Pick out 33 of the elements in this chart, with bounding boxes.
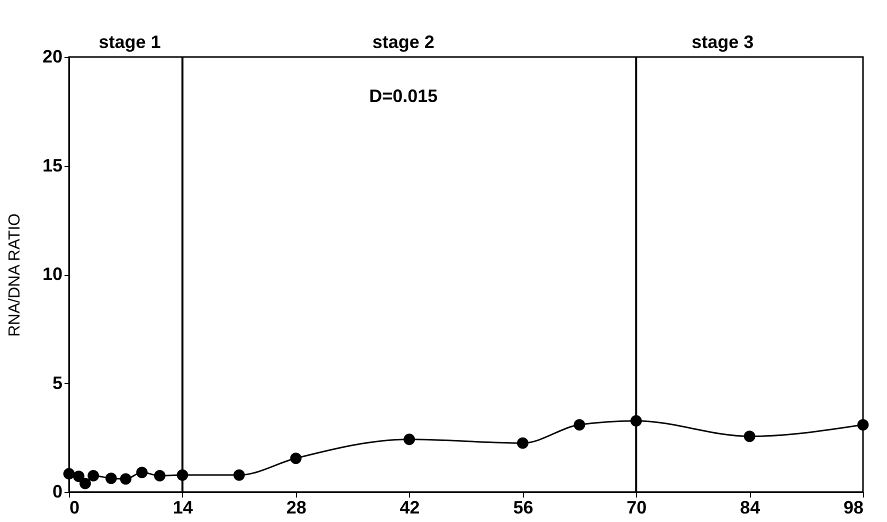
annotation: D=0.015 (369, 86, 438, 106)
x-tick-label: 42 (400, 498, 420, 518)
y-tick-label: 5 (52, 372, 62, 393)
x-tick-label: 28 (286, 498, 306, 518)
point (80, 478, 91, 490)
x-tick-label: 14 (172, 498, 193, 518)
point (73, 470, 84, 482)
point (233, 469, 245, 481)
text: stage 2 (372, 32, 434, 52)
text: stage 1 (98, 32, 161, 52)
point (120, 473, 132, 485)
x-tick-label: 0 (70, 498, 80, 518)
point (404, 434, 415, 446)
y-tick-label: 0 (52, 482, 62, 502)
y-tick-label: 15 (42, 155, 62, 176)
point (105, 472, 117, 484)
point (290, 452, 302, 464)
x-tick-label: 56 (513, 498, 534, 518)
point (88, 470, 100, 482)
x-tick-label: 70 (626, 498, 647, 518)
point (574, 419, 586, 430)
point (154, 470, 166, 482)
text: stage 3 (692, 32, 754, 52)
point (517, 437, 528, 449)
point (857, 419, 869, 430)
x-tick-label: 98 (843, 498, 864, 518)
point (136, 466, 148, 478)
y-tick-label: 10 (42, 264, 62, 284)
y-axis-title: RNA/DNA RATIO (6, 213, 24, 337)
point (744, 430, 756, 442)
point (63, 468, 75, 480)
x-tick-label: 84 (740, 498, 760, 518)
y-tick-label: 20 (42, 46, 62, 66)
